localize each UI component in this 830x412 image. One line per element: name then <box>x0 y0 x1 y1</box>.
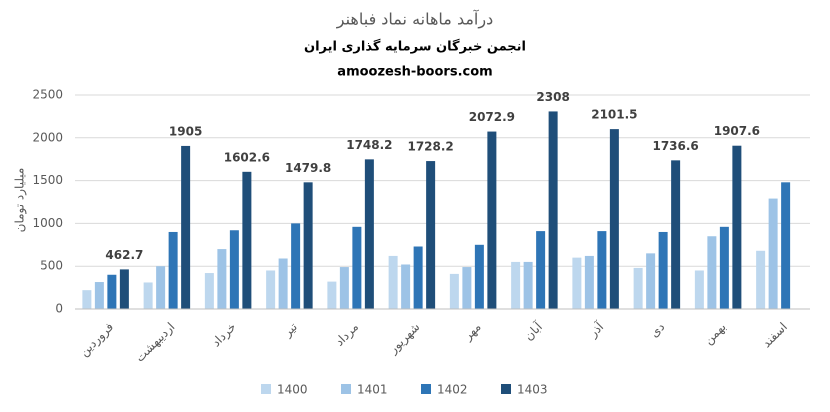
bar <box>388 255 398 309</box>
value-label: 1479.8 <box>285 161 331 175</box>
legend-label: 1402 <box>437 383 468 397</box>
value-label: 1602.6 <box>224 150 270 164</box>
bar <box>278 258 288 309</box>
y-tick-label: 0 <box>55 302 63 316</box>
x-tick-label: اردیبهشت <box>133 320 179 366</box>
bar <box>572 257 582 309</box>
value-label: 2072.9 <box>469 110 515 124</box>
bar <box>707 236 717 309</box>
bar <box>181 145 191 309</box>
bar <box>303 182 313 309</box>
bar <box>352 226 362 309</box>
bar <box>671 160 681 309</box>
value-label: 462.7 <box>105 248 143 262</box>
value-label: 1748.2 <box>346 138 392 152</box>
bar <box>217 249 227 309</box>
bar <box>646 253 656 309</box>
value-label: 2308 <box>536 90 569 104</box>
bar <box>658 231 668 309</box>
x-tick-label: مرداد <box>332 320 362 350</box>
value-label: 2101.5 <box>591 108 637 122</box>
legend-label: 1400 <box>277 383 308 397</box>
x-tick-label: آبان <box>521 319 546 344</box>
bar <box>584 255 594 309</box>
bar <box>523 261 533 309</box>
x-tick-label: دی <box>647 320 667 340</box>
legend-swatch <box>341 384 351 394</box>
value-label: 1905 <box>169 124 202 138</box>
x-tick-label: شهریور <box>385 320 423 358</box>
bar <box>364 159 374 309</box>
bar <box>487 131 497 309</box>
legend-swatch <box>421 384 431 394</box>
legend-swatch <box>261 384 271 394</box>
bar <box>229 230 239 309</box>
bar <box>633 267 643 309</box>
bar <box>768 198 778 309</box>
bar <box>119 269 129 309</box>
bar <box>609 129 619 309</box>
bar <box>781 182 791 309</box>
bar <box>94 282 104 309</box>
bar <box>732 145 742 309</box>
bar <box>339 267 349 309</box>
bar <box>511 261 521 309</box>
bar <box>536 231 546 309</box>
legend-label: 1403 <box>517 383 548 397</box>
value-label: 1907.6 <box>714 124 760 138</box>
bar <box>107 274 117 309</box>
x-tick-label: اسفند <box>759 320 790 351</box>
bar <box>401 264 411 309</box>
y-axis-label: میلیارد تومان <box>13 168 28 233</box>
bar <box>597 231 607 309</box>
bar <box>426 161 436 309</box>
bar <box>462 267 472 309</box>
chart-title: درآمد ماهانه نماد فباهنر <box>336 10 493 30</box>
bar <box>756 250 766 309</box>
bar <box>474 244 484 309</box>
x-tick-label: فروردین <box>77 320 117 360</box>
bar <box>694 270 704 309</box>
bar <box>168 231 178 309</box>
bar <box>413 246 423 309</box>
bar <box>266 270 276 309</box>
bar <box>82 290 92 309</box>
bar <box>204 273 214 309</box>
bar <box>143 282 153 309</box>
chart-source: amoozesh-boors.com <box>337 65 492 80</box>
x-tick-label: خرداد <box>209 320 239 350</box>
x-tick-label: مهر <box>460 320 484 344</box>
legend-swatch <box>501 384 511 394</box>
y-tick-label: 500 <box>40 259 63 273</box>
legend-label: 1401 <box>357 383 388 397</box>
x-tick-label: تیر <box>280 320 301 341</box>
bar <box>719 226 729 309</box>
bar <box>327 281 337 309</box>
bar <box>242 171 252 309</box>
y-tick-label: 1500 <box>32 173 63 187</box>
y-tick-label: 2500 <box>32 88 63 102</box>
bar <box>548 111 558 309</box>
bar <box>449 273 459 309</box>
y-tick-label: 2000 <box>32 130 63 144</box>
x-tick-label: بهمن <box>701 320 729 348</box>
bar <box>291 223 301 309</box>
x-tick-label: آذر <box>585 319 608 342</box>
y-tick-label: 1000 <box>32 216 63 230</box>
chart-subtitle: انجمن خبرگان سرمایه گذاری ایران <box>304 39 526 55</box>
bar <box>156 266 166 309</box>
value-label: 1736.6 <box>652 139 698 153</box>
value-label: 1728.2 <box>407 140 453 154</box>
